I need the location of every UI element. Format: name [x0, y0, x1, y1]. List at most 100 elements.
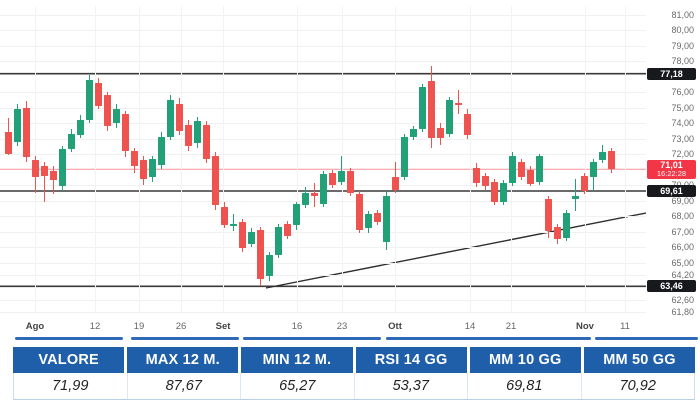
horizontal-gridline: [0, 312, 646, 314]
candle-body-up: [535, 155, 543, 182]
y-axis-tick-label: 72,00: [671, 149, 694, 159]
table-value-cell: 69,81: [468, 373, 582, 399]
vertical-gridline: [35, 6, 36, 314]
x-axis-tick-label: 14: [464, 321, 476, 332]
candle-body-down: [607, 150, 615, 170]
table-value-cell: 53,37: [355, 373, 468, 399]
chart-plot-area[interactable]: [0, 0, 646, 318]
horizontal-gridline: [0, 138, 646, 140]
candle-body-down: [238, 222, 246, 249]
vertical-gridline: [585, 6, 586, 314]
x-axis-tick-label: Ago: [25, 321, 45, 332]
candle-body-up: [364, 214, 372, 229]
horizontal-gridline: [0, 247, 646, 248]
horizontal-gridline: [0, 14, 646, 16]
candle-body-down: [256, 229, 264, 280]
candle-body-up: [418, 87, 426, 130]
vertical-gridline: [395, 6, 396, 314]
candle-body-down: [463, 113, 471, 136]
table-header-cell: MM 10 GG: [469, 347, 581, 373]
candle-body-up: [445, 99, 453, 134]
table-value-cell: 70,92: [619, 378, 656, 394]
candle-body-up: [499, 183, 507, 202]
horizontal-gridline: [0, 274, 646, 276]
candle-body-up: [265, 254, 273, 277]
candle-body-up: [247, 231, 255, 244]
candle-body-down: [49, 171, 57, 181]
candle-body-down: [121, 113, 129, 151]
table-header-cell: RSI 14 GG: [355, 347, 467, 373]
candle-body-up: [274, 226, 282, 255]
table-header-cell: VALORE: [13, 347, 125, 373]
x-axis-tick-label: 21: [505, 321, 517, 332]
y-axis-tick-label: 68,00: [671, 211, 694, 221]
axis-strip-segment: [15, 337, 123, 340]
candle-body-up: [301, 192, 309, 206]
table-header-cell: MM 50 GG: [583, 347, 696, 373]
candle-body-down: [544, 198, 552, 232]
candle-body-down: [130, 150, 138, 167]
candle-body-up: [229, 223, 237, 226]
candle-body-up: [508, 155, 516, 184]
ascending-trendline: [265, 212, 646, 289]
x-axis-tick-label: Nov: [576, 321, 594, 332]
candle-body-down: [526, 169, 534, 184]
horizontal-gridline: [0, 30, 646, 31]
x-axis-tick-label: 19: [133, 321, 145, 332]
last-price-time: 16:22:28: [656, 168, 687, 178]
candle-body-down: [211, 155, 219, 206]
candle-body-up: [157, 136, 165, 165]
candle-body-down: [346, 171, 354, 193]
candle-body-up: [409, 129, 417, 137]
y-axis-tick-label: 61,80: [671, 307, 694, 318]
candle-body-up: [112, 109, 120, 123]
candle-body-down: [22, 107, 30, 158]
candle-body-down: [220, 206, 228, 226]
axis-strip-segment: [131, 337, 239, 340]
axis-strip-segment: [243, 337, 381, 340]
candle-body-down: [184, 124, 192, 147]
candle-body-up: [67, 133, 75, 150]
candle-body-down: [310, 192, 318, 196]
price-level-badge: 77,18: [647, 67, 696, 80]
candle-wick-up: [340, 155, 342, 185]
candle-body-down: [40, 166, 48, 176]
vertical-gridline: [625, 6, 626, 314]
y-axis-tick-label: 64,20: [671, 269, 694, 280]
last-price-value: 71,01: [660, 159, 683, 170]
axis-strip-segment: [595, 337, 698, 340]
x-axis-tick-label: 26: [175, 321, 187, 332]
candle-body-down: [553, 226, 561, 240]
last-price-badge: 71,01 16:22:28: [647, 159, 696, 179]
table-header-cell: MAX 12 M.: [127, 347, 239, 373]
x-axis-tick-label: 12: [89, 321, 101, 332]
candle-body-down: [436, 127, 444, 139]
y-axis-tick-label: 69,00: [671, 195, 694, 206]
chart-annotation-lines: [0, 72, 646, 289]
candle-body-down: [283, 223, 291, 237]
y-axis-tick-label: 76,00: [671, 87, 694, 97]
candle-body-up: [382, 195, 390, 243]
x-axis-tick-label: Ott: [388, 321, 402, 332]
candle-body-up: [13, 109, 21, 142]
x-axis-tick-label: Set: [215, 321, 231, 332]
table-value-cell: 87,67: [128, 373, 241, 399]
vertical-gridline: [181, 6, 182, 314]
candle-body-down: [580, 175, 588, 192]
candle-body-up: [598, 152, 606, 161]
candle-body-down: [481, 175, 489, 187]
quote-summary-header-row: VALORE MAX 12 M. MIN 12 M. RSI 14 GG MM 10 G…: [13, 347, 696, 373]
candle-body-up: [58, 149, 66, 187]
quote-summary-value-row: 71,99 87,67 65,27 53,37 69,81 70,92: [13, 373, 695, 400]
horizontal-gridline: [0, 61, 646, 62]
y-axis-tick-label: 67,00: [671, 226, 694, 237]
candle-body-down: [94, 82, 102, 106]
horizontal-gridline: [0, 123, 646, 124]
horizontal-gridline: [0, 92, 646, 93]
candle-body-down: [454, 102, 462, 105]
vertical-gridline: [297, 6, 298, 314]
x-axis-tick-label: 23: [336, 321, 348, 332]
candle-body-up: [562, 212, 570, 238]
y-axis-tick-label: 81,00: [671, 9, 694, 20]
table-value-cell: 71,99: [14, 373, 128, 399]
